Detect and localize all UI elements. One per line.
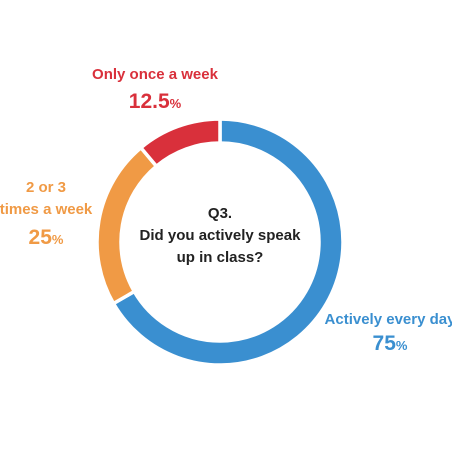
category-label-2-or-3-line-2: times a week <box>0 201 93 218</box>
category-label-2-or-3-line-1: 2 or 3 <box>26 179 66 196</box>
value-label-2-or-3-times-a-week: 25% <box>29 226 64 249</box>
center-title-line-2: Did you actively speak <box>140 227 302 244</box>
value-label-actively-every-day: 75% <box>373 332 408 355</box>
center-title-line-3: up in class? <box>177 249 264 266</box>
value-number: 12.5 <box>129 90 170 113</box>
category-label-only-once-a-week: Only once a week <box>92 66 219 83</box>
category-label-actively-every-day: Actively every day <box>325 311 452 328</box>
donut-slice-2-or-3-times-a-week <box>95 145 159 306</box>
donut-slices <box>95 117 345 367</box>
value-number: 25 <box>29 226 53 249</box>
value-unit: % <box>396 338 408 353</box>
value-label-only-once-a-week: 12.5% <box>129 90 182 113</box>
donut-slice-actively-every-day <box>111 117 345 367</box>
center-title-line-1: Q3. <box>208 205 232 222</box>
donut-slice-only-once-a-week <box>138 117 222 169</box>
value-unit: % <box>52 232 64 247</box>
value-number: 75 <box>373 332 397 355</box>
value-unit: % <box>170 96 182 111</box>
